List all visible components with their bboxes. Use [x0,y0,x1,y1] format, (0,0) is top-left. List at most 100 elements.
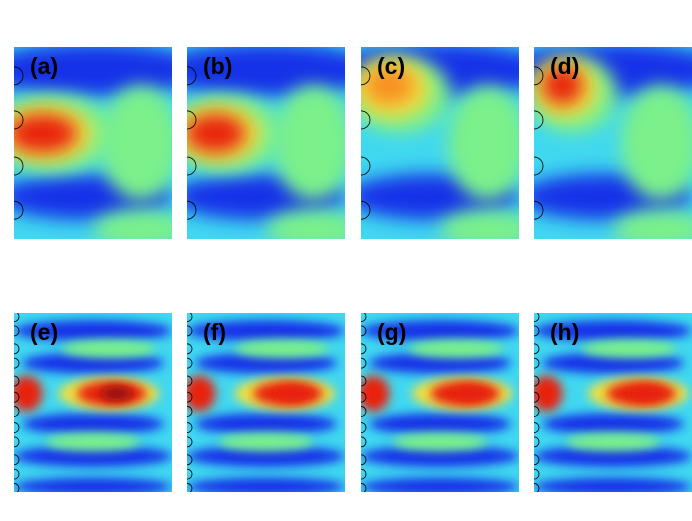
rod [534,422,540,433]
field-blob [392,432,488,451]
field-blob [368,413,512,435]
rod [361,110,371,130]
panel-label: (f) [203,319,226,345]
rod [14,375,20,387]
rod [187,357,193,369]
panel: (a) [14,47,172,239]
field-blob [21,413,165,435]
field-blob [45,432,141,451]
field-blob [100,386,133,401]
rod [534,436,540,448]
panel-label: (h) [550,319,579,345]
field-blob [534,477,692,492]
field-blob [408,339,504,358]
heatmap [187,313,345,492]
field-blob [368,352,512,374]
rod [14,156,24,176]
rod [534,66,544,86]
rod [361,375,367,387]
field-blob [14,114,78,153]
rod [361,343,367,355]
field-blob [234,339,330,358]
rod [534,454,540,466]
field-blob [534,445,692,467]
field-blob [364,66,415,105]
panel-label: (d) [550,53,579,79]
field-blob [187,375,216,412]
rod [14,454,20,466]
field-blob [187,445,345,467]
rod [14,200,24,220]
rod [14,66,24,86]
rod [534,325,540,337]
field-blob [187,47,345,97]
heatmap [534,47,692,239]
field-blob [61,339,157,358]
heatmap [14,47,172,239]
panel: (f) [187,313,345,492]
rod [187,422,193,433]
field-blob [541,66,583,105]
field-blob [266,210,345,239]
rod [14,325,20,337]
field-blob [620,85,692,201]
field-blob [14,445,172,467]
field-blob [534,375,563,412]
rod [361,357,367,369]
rod [187,313,193,322]
rod [534,468,540,480]
panel: (c) [361,47,519,239]
panel-label: (e) [30,319,58,345]
field-blob [14,47,172,97]
rod [534,406,540,417]
rod [361,200,371,220]
field-blob [14,477,172,492]
panel: (e) [14,313,172,492]
field-blob [187,477,345,492]
field-blob [273,85,345,201]
rod [187,66,197,86]
rod [361,468,367,480]
field-blob [440,210,519,239]
heatmap [361,313,519,492]
rod [187,436,193,448]
rod [14,468,20,480]
rod [14,343,20,355]
rod [534,483,540,492]
heatmap [187,47,345,239]
rod [14,357,20,369]
field-blob [194,352,338,374]
field-blob [565,432,661,451]
rod [14,313,20,322]
rod [361,406,367,417]
rod [361,436,367,448]
rod [187,156,197,176]
heatmap [361,47,519,239]
rod [14,436,20,448]
rod [534,357,540,369]
panel-label: (a) [30,53,58,79]
rod [534,391,540,403]
panel: (g) [361,313,519,492]
field-blob [187,114,246,153]
panel-label: (b) [203,53,232,79]
rod [361,325,367,337]
panel-label: (g) [377,319,406,345]
panel: (b) [187,47,345,239]
rod [361,391,367,403]
field-blob [361,375,390,412]
field-blob [613,210,692,239]
field-blob [93,210,172,239]
field-blob [581,339,677,358]
rod [187,325,193,337]
field-blob [361,477,519,492]
rod [187,468,193,480]
field-blob [100,85,172,201]
rod [187,200,197,220]
rod [14,422,20,433]
field-blob [361,445,519,467]
field-blob [194,413,338,435]
field-blob [14,320,172,342]
rod [187,483,193,492]
